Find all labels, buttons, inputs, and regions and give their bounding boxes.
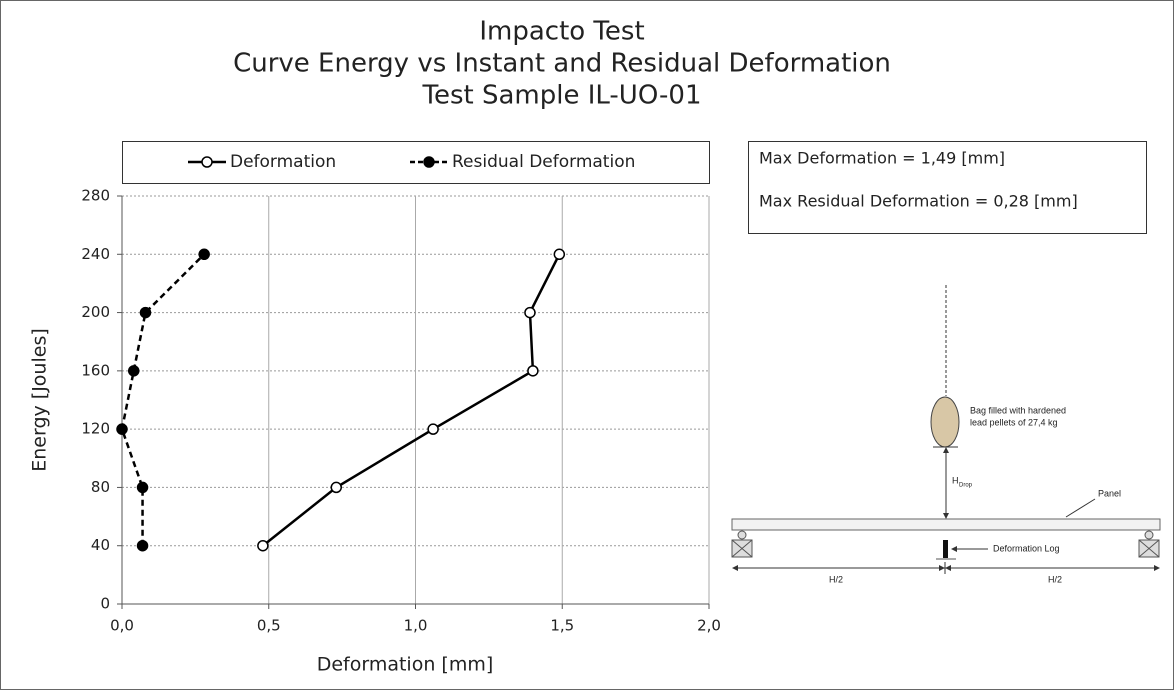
log-label: Deformation Log — [993, 543, 1060, 553]
series-line — [262, 253, 561, 547]
support-cross — [731, 539, 753, 558]
data-point — [136, 481, 149, 494]
dimension-label: H/2 — [1048, 574, 1062, 584]
data-point — [127, 365, 140, 377]
arrow-head — [951, 546, 957, 552]
x-tick-label: 2,0 — [697, 617, 721, 635]
data-point — [330, 481, 343, 494]
title-line: Test Sample IL-UO-01 — [422, 81, 702, 111]
y-tick-label: 280 — [81, 187, 110, 205]
x-tick-label: 1,0 — [404, 617, 428, 635]
y-tick-label: 240 — [81, 245, 110, 263]
x-tick-label: 0,0 — [110, 617, 134, 635]
data-point — [139, 306, 152, 319]
y-tick-label: 200 — [81, 303, 110, 321]
data-point — [116, 423, 128, 435]
data-point — [524, 306, 536, 319]
annotation: Max Residual Deformation = 0,28 [mm] — [759, 192, 1078, 211]
drop-subscript: Drop — [959, 483, 973, 489]
panel-pointer — [1065, 498, 1096, 518]
y-tick-label: 120 — [81, 420, 110, 438]
y-tick-label: 40 — [91, 536, 110, 554]
y-tick-label: 80 — [91, 478, 110, 496]
title: Impacto Test Curve Energy vs Instant and… — [233, 17, 891, 111]
x-tick-label: 1,5 — [550, 617, 574, 635]
data-point — [527, 365, 539, 377]
legend-marker — [423, 156, 435, 168]
data-point — [136, 539, 149, 552]
legend-label: Residual Deformation — [452, 152, 635, 172]
data-point — [198, 248, 210, 261]
y-tick-label: 160 — [81, 361, 110, 379]
y-tick-label: 0 — [100, 595, 110, 613]
diagram: Bag filled with hardened lead pellets of… — [731, 285, 1161, 584]
annotation-box — [748, 141, 1147, 234]
x-axis-title: Deformation [mm] — [317, 654, 494, 676]
dimension-label: H/2 — [829, 574, 843, 584]
series-line — [120, 253, 206, 546]
bag — [930, 396, 960, 448]
x-tick-label: 0,5 — [257, 617, 281, 635]
legend-label: Deformation — [230, 152, 336, 172]
title-line: Curve Energy vs Instant and Residual Def… — [233, 49, 891, 79]
bag-label: Bag filled with hardened — [970, 405, 1066, 415]
data-point — [257, 539, 269, 552]
legend-marker — [201, 156, 213, 168]
support-roller — [737, 530, 747, 540]
support-roller — [1144, 530, 1154, 540]
arrow-heads — [732, 565, 1160, 571]
deformation-log — [943, 540, 948, 558]
bag-label: lead pellets of 27,4 kg — [970, 417, 1058, 427]
data-point — [427, 423, 439, 435]
annotation: Max Deformation = 1,49 [mm] — [759, 149, 1005, 168]
title-line: Impacto Test — [479, 17, 644, 47]
support-cross — [1138, 539, 1160, 558]
y-axis-title: Energy [Joules] — [29, 328, 51, 472]
legend — [122, 141, 710, 184]
drop-label: H — [952, 475, 959, 485]
data-point — [553, 248, 566, 261]
panel-label: Panel — [1098, 488, 1121, 498]
panel — [731, 518, 1161, 531]
